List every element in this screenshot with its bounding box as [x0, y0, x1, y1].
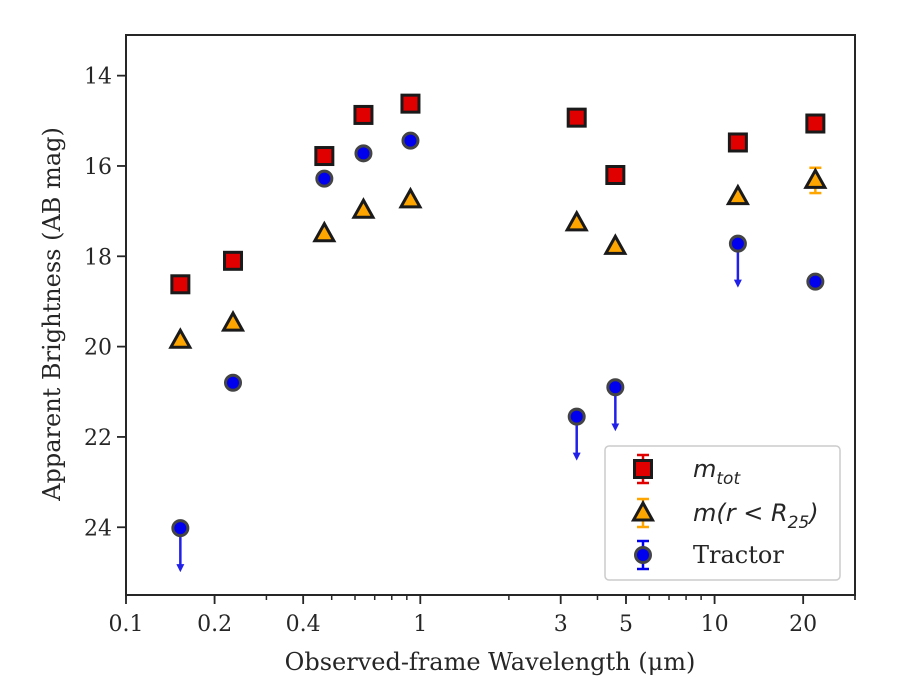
mtot-point — [566, 107, 587, 128]
y-tick-label: 14 — [84, 65, 112, 90]
tractor-point — [567, 407, 586, 426]
m25-point — [220, 310, 246, 332]
legend-label-tractor: Tractor — [693, 541, 784, 569]
legend-label-mtot: mtot — [693, 455, 741, 489]
mtot-point — [805, 113, 826, 134]
m25-point — [564, 209, 589, 232]
x-tick-label: 0.2 — [197, 612, 232, 637]
mtot-point — [605, 165, 626, 185]
mtot-point — [170, 274, 191, 295]
legend-marker-tractor — [634, 546, 652, 564]
m25-point — [168, 327, 193, 349]
tractor-point — [315, 169, 334, 188]
m25-point — [603, 233, 628, 255]
x-tick-label: 0.1 — [109, 612, 144, 637]
m25-point — [312, 220, 337, 243]
x-tick-label: 3 — [554, 612, 568, 637]
tractor-point — [606, 378, 625, 397]
mtot-point — [314, 146, 335, 167]
m25-point — [398, 186, 423, 209]
tractor-point — [354, 144, 373, 163]
m25-point — [725, 183, 750, 206]
y-tick-label: 18 — [84, 245, 112, 270]
mtot-point — [223, 250, 244, 271]
data-points — [168, 93, 828, 573]
tractor-point — [728, 234, 747, 253]
m25-point — [803, 167, 828, 189]
y-tick-label: 16 — [84, 155, 112, 180]
y-tick-label: 20 — [84, 336, 112, 361]
plot-area-border — [125, 34, 856, 596]
x-tick-label: 5 — [619, 612, 633, 637]
legend-marker-mtot — [633, 459, 653, 479]
x-axis: 0.1 0.2 0.4 1 3 5 10 20 — [109, 595, 856, 637]
tractor-point — [224, 373, 243, 392]
legend-label-m25: m(r < R25) — [693, 499, 819, 533]
y-tick-label: 24 — [84, 516, 112, 541]
mtot-point — [353, 104, 374, 125]
m25-point — [351, 197, 376, 219]
tractor-point — [171, 519, 190, 538]
tractor-point — [401, 131, 420, 150]
plot-frame — [125, 34, 856, 596]
mtot-point — [727, 132, 748, 153]
tractor-point — [806, 272, 825, 291]
y-tick-label: 22 — [84, 426, 112, 451]
x-tick-label: 1 — [413, 612, 427, 637]
legend-box — [604, 445, 841, 581]
mtot-point — [400, 93, 421, 114]
legend-marker-m25 — [630, 499, 656, 522]
y-axis: 14 16 18 20 22 24 — [84, 65, 126, 541]
x-tick-label: 20 — [789, 612, 817, 637]
y-axis-label: Apparent Brightness (AB mag) — [38, 127, 66, 502]
x-tick-label: 0.4 — [286, 612, 321, 637]
x-tick-label: 10 — [701, 612, 729, 637]
legend: mtot m(r < R25) Tractor — [604, 445, 841, 581]
x-axis-label: Observed-frame Wavelength (μm) — [285, 648, 696, 676]
